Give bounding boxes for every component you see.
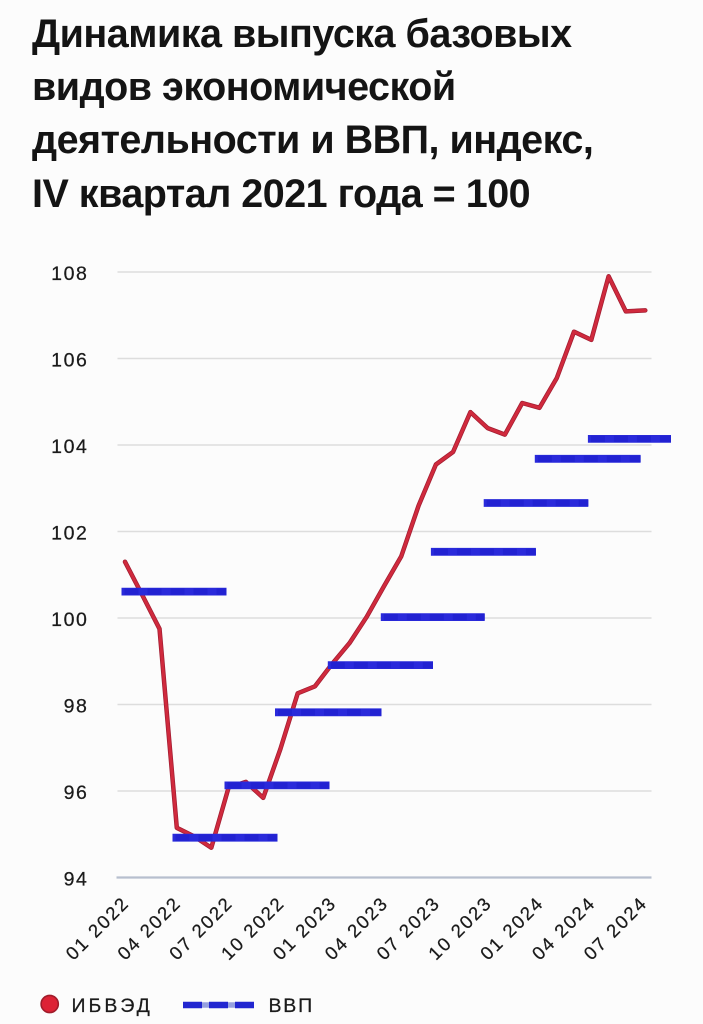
svg-text:102: 102 <box>51 523 88 545</box>
svg-text:ВВП: ВВП <box>269 995 314 1017</box>
svg-text:106: 106 <box>51 350 88 372</box>
svg-text:98: 98 <box>64 696 89 718</box>
svg-text:100: 100 <box>51 609 88 631</box>
svg-text:104: 104 <box>51 436 88 458</box>
svg-text:94: 94 <box>64 869 89 891</box>
svg-text:108: 108 <box>51 263 88 285</box>
svg-text:ИБВЭД: ИБВЭД <box>72 995 153 1017</box>
svg-text:96: 96 <box>64 782 89 804</box>
